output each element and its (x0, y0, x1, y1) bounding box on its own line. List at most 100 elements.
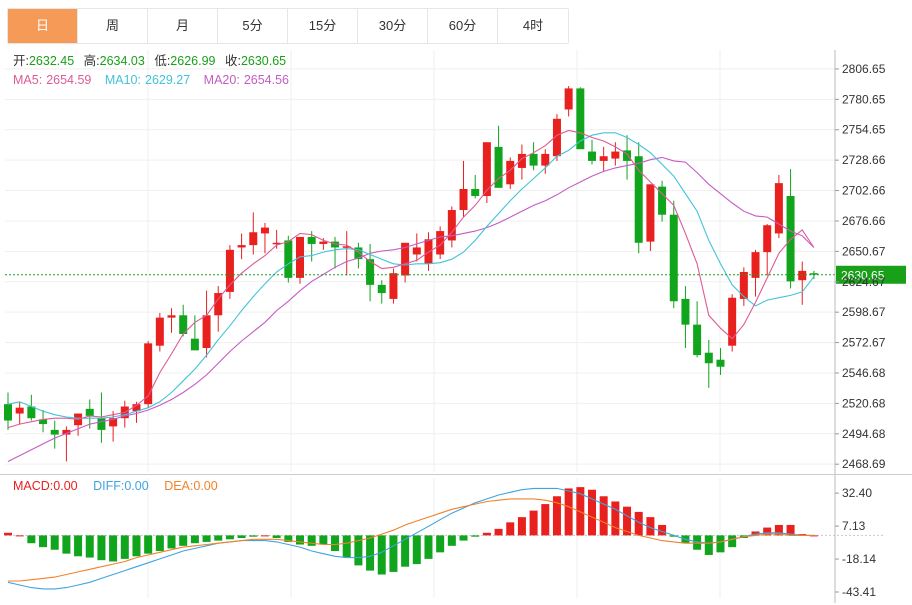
candle-down (4, 404, 12, 421)
candle-up (260, 227, 269, 234)
macd-info: MACD:0.00 DIFF:0.00 DEA:0.00 (13, 479, 218, 493)
candle-down (27, 406, 36, 419)
candle-up (214, 293, 223, 316)
ma20-value: 2654.56 (244, 73, 289, 87)
candle-down (576, 88, 585, 150)
candle-down (809, 273, 818, 275)
candle-down (623, 150, 632, 161)
candle-down (50, 429, 59, 435)
last-price-label: 2630.65 (841, 268, 885, 282)
macd-bar-positive (599, 496, 608, 536)
macd-bar-negative (471, 535, 480, 537)
close-value: 2630.65 (241, 54, 286, 68)
candle-down (471, 188, 480, 196)
macd-bar-negative (424, 535, 433, 559)
period-tabs: 日 周 月 5分 15分 30分 60分 4时 (7, 8, 569, 44)
chart-frame[interactable]: 2630.65 2806.65 2780.65 2754.65 2728.66 2702… (0, 44, 912, 605)
macd-bar-positive (646, 517, 655, 536)
candle-up (62, 429, 71, 435)
ma10-value: 2629.27 (145, 73, 190, 87)
candle-up (517, 153, 526, 168)
y-tick-label: 2754.65 (842, 123, 886, 137)
candle-up (237, 245, 246, 248)
tab-30min[interactable]: 30分 (358, 9, 428, 43)
tab-week[interactable]: 周 (78, 9, 148, 43)
candle-up (401, 242, 410, 276)
macd-bar-positive (658, 524, 667, 536)
candle-down (658, 186, 667, 215)
candle-down (97, 418, 106, 430)
macd-bar-negative (377, 535, 386, 575)
axis-layer: 2806.65 2780.65 2754.65 2728.66 2702.66 2676.… (0, 50, 912, 603)
macd-bar-positive (482, 532, 491, 536)
macd-bar-negative (331, 535, 340, 552)
candle-layer (4, 86, 818, 462)
y-tick-label: 2806.65 (842, 62, 886, 76)
tab-15min[interactable]: 15分 (288, 9, 358, 43)
macd-bar-negative (167, 535, 176, 549)
candle-up (389, 273, 398, 299)
candle-up (412, 247, 421, 255)
candle-down (716, 359, 725, 367)
candle-up (202, 315, 211, 349)
candle-up (144, 343, 153, 405)
candle-up (225, 249, 234, 292)
candle-down (284, 240, 293, 278)
macd-bar-negative (669, 535, 678, 537)
macd-bar-negative (716, 535, 725, 553)
candle-down (494, 146, 503, 188)
macd-bar-negative (272, 535, 281, 538)
macd-bar-positive (809, 535, 818, 537)
candle-up (763, 225, 772, 253)
diff-value: 0.00 (124, 479, 148, 493)
grid-layer (5, 50, 835, 598)
y-tick-label: 2572.67 (842, 336, 886, 350)
macd-bar-negative (214, 535, 223, 541)
macd-bar-positive (611, 501, 620, 536)
candle-down (307, 236, 316, 244)
candle-up (552, 118, 561, 157)
tab-60min[interactable]: 60分 (428, 9, 498, 43)
y-tick-label: 2624.67 (842, 275, 886, 289)
low-value: 2626.99 (170, 54, 215, 68)
macd-bar-negative (109, 535, 118, 562)
diff-line (7, 487, 814, 590)
candle-up (459, 188, 468, 211)
candle-down (190, 338, 199, 351)
diff-label: DIFF: (93, 479, 124, 493)
macd-bar-positive (774, 524, 783, 536)
macd-bar-negative (50, 535, 59, 550)
macd-bar-negative (237, 535, 246, 538)
kline-chart[interactable]: 2630.65 2806.65 2780.65 2754.65 2728.66 2702… (0, 44, 912, 605)
macd-bar-negative (155, 535, 164, 552)
dea-value: 0.00 (193, 479, 217, 493)
ma20-label: MA20: (204, 73, 240, 87)
candle-up (132, 404, 141, 412)
macd-bar-negative (62, 535, 71, 554)
macd-bar-negative (693, 535, 702, 550)
tab-month[interactable]: 月 (148, 9, 218, 43)
candle-down (529, 153, 538, 166)
macd-bar-negative (249, 535, 258, 537)
macd-bar-negative (97, 535, 106, 561)
macd-bar-negative (459, 535, 468, 541)
macd-layer (4, 487, 885, 590)
candle-up (541, 153, 550, 166)
macd-bar-positive (786, 524, 795, 536)
candle-down (588, 151, 596, 161)
macd-bar-negative (389, 535, 398, 572)
tab-day[interactable]: 日 (8, 9, 78, 43)
macd-bar-negative (225, 535, 234, 540)
macd-bar-negative (27, 535, 36, 544)
tab-4hour[interactable]: 4时 (498, 9, 568, 43)
macd-bar-negative (307, 535, 316, 546)
dea-line (8, 498, 814, 582)
macd-bar-negative (284, 535, 293, 542)
candle-up (564, 88, 573, 110)
y-tick-label: 2650.67 (842, 244, 886, 258)
macd-y-tick-label: 7.13 (842, 519, 866, 533)
ma-layer: 2630.65 (5, 129, 906, 462)
macd-y-tick-label: -18.14 (842, 552, 876, 566)
tab-5min[interactable]: 5分 (218, 9, 288, 43)
macd-bar-negative (202, 535, 211, 542)
